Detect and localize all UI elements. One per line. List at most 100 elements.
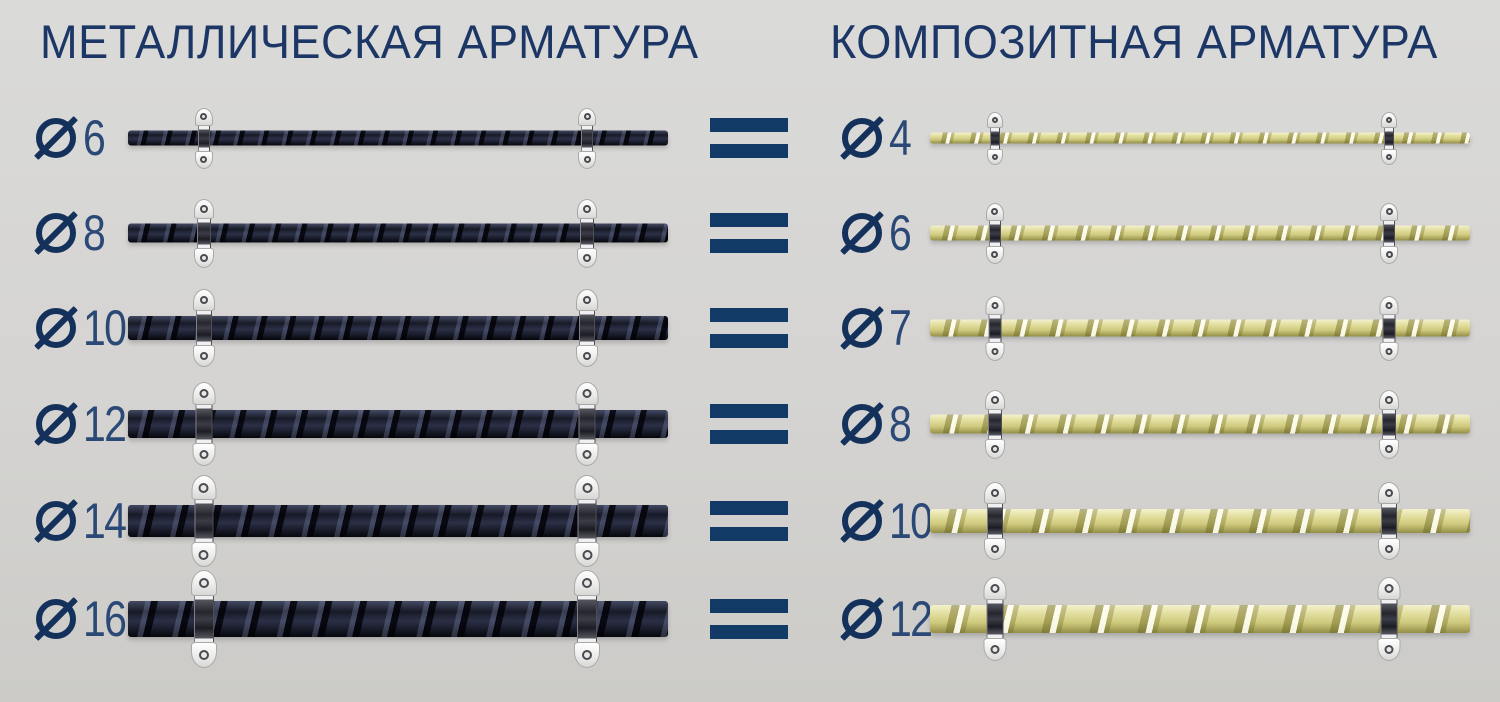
diameter-symbol-icon — [36, 404, 76, 444]
clip-tab — [577, 247, 597, 268]
clip-tab — [1377, 638, 1401, 661]
clip-tab — [1381, 148, 1397, 165]
clip-band — [987, 409, 1002, 439]
equals-top-bar — [710, 599, 788, 613]
clip-hole — [1385, 301, 1393, 309]
clip-band — [1382, 314, 1396, 342]
equals-bottom-bar — [710, 334, 788, 348]
mounting-clip — [578, 107, 596, 169]
clip-band — [986, 600, 1004, 638]
metal-rebar-zone — [128, 475, 668, 567]
composite-diameter-value: 6 — [889, 205, 912, 261]
composite-diameter-label: 6 — [842, 208, 915, 258]
equals-icon — [710, 308, 788, 348]
clip-tab — [193, 198, 214, 219]
composite-diameter-label: 10 — [842, 496, 941, 546]
clip-band — [196, 218, 211, 248]
metal-diameter-value: 6 — [83, 110, 106, 166]
clip-hole — [1385, 347, 1393, 355]
clip-hole — [1384, 645, 1394, 654]
clip-tab — [985, 341, 1005, 361]
mounting-clip — [574, 475, 600, 567]
clip-tab — [986, 111, 1003, 128]
mounting-clip — [986, 111, 1003, 165]
equals-top-bar — [710, 501, 788, 515]
clip-tab — [1380, 245, 1398, 264]
clip-hole — [991, 208, 999, 215]
clip-hole — [991, 153, 998, 160]
clip-hole — [199, 296, 208, 304]
composite-diameter-value: 4 — [889, 110, 912, 166]
mounting-clip — [191, 475, 217, 567]
clip-hole — [583, 156, 591, 163]
clip-hole — [198, 650, 209, 660]
clip-hole — [990, 545, 999, 553]
diameter-symbol-icon — [36, 118, 76, 158]
mounting-clip — [985, 295, 1005, 361]
metal-rebar — [128, 382, 668, 466]
clip-band — [577, 500, 597, 542]
clip-hole — [199, 352, 208, 360]
clip-band — [197, 125, 210, 151]
metal-diameter-value: 12 — [83, 396, 127, 452]
composite-diameter-value: 7 — [889, 300, 912, 356]
equals-top-bar — [710, 404, 788, 418]
diameter-symbol-icon — [842, 599, 882, 639]
clip-tab — [575, 382, 599, 405]
diameter-symbol-icon — [842, 118, 882, 158]
mounting-clip — [193, 198, 214, 268]
composite-diameter-value: 12 — [889, 591, 933, 647]
clip-hole — [200, 156, 208, 163]
mounting-clip — [576, 289, 598, 367]
composite-rebar-zone — [930, 295, 1470, 361]
clip-tab — [1379, 438, 1399, 459]
metal-rebar-zone — [128, 289, 668, 367]
clip-hole — [1385, 444, 1393, 453]
clip-hole — [198, 549, 209, 560]
mounting-clip — [984, 389, 1005, 459]
mounting-clip — [190, 570, 217, 668]
clip-hole — [582, 389, 592, 398]
diameter-symbol-icon — [842, 213, 882, 253]
metal-rebar — [128, 289, 668, 367]
clip-hole — [199, 389, 209, 398]
clip-tab — [574, 642, 600, 668]
composite-diameter-label: 12 — [842, 594, 941, 644]
clip-band — [988, 314, 1002, 342]
clip-hole — [583, 296, 591, 304]
clip-tab — [1379, 341, 1399, 361]
clip-tab — [190, 570, 217, 596]
clip-tab — [192, 382, 216, 405]
mounting-clip — [985, 202, 1004, 264]
clip-tab — [985, 245, 1004, 264]
clip-tab — [192, 345, 215, 367]
comparison-row: 6 4 — [0, 90, 1500, 186]
metal-diameter-label: 14 — [36, 496, 135, 546]
metal-diameter-value: 16 — [83, 591, 127, 647]
clip-hole — [990, 395, 999, 404]
composite-diameter-label: 7 — [842, 303, 915, 353]
mounting-clip — [194, 107, 213, 169]
comparison-row: 10 7 — [0, 280, 1500, 376]
clip-hole — [1386, 116, 1392, 123]
clip-band — [578, 405, 596, 443]
metal-diameter-label: 8 — [36, 208, 109, 258]
mounting-clip — [1378, 482, 1400, 560]
clip-hole — [199, 204, 208, 213]
mounting-clip — [983, 482, 1006, 560]
clip-tab — [191, 475, 217, 500]
mounting-clip — [1380, 202, 1398, 264]
clip-tab — [985, 295, 1005, 315]
clip-hole — [199, 450, 209, 459]
equals-bottom-bar — [710, 144, 788, 158]
clip-band — [1384, 127, 1394, 149]
clip-tab — [1377, 577, 1401, 600]
clip-tab — [983, 577, 1007, 600]
comparison-row: 16 12 — [0, 570, 1500, 668]
clip-tab — [578, 150, 596, 169]
clip-tab — [190, 642, 217, 668]
composite-rebar-zone — [930, 577, 1470, 661]
diameter-symbol-icon — [36, 213, 76, 253]
clip-band — [1381, 504, 1397, 538]
clip-tab — [1379, 389, 1399, 410]
